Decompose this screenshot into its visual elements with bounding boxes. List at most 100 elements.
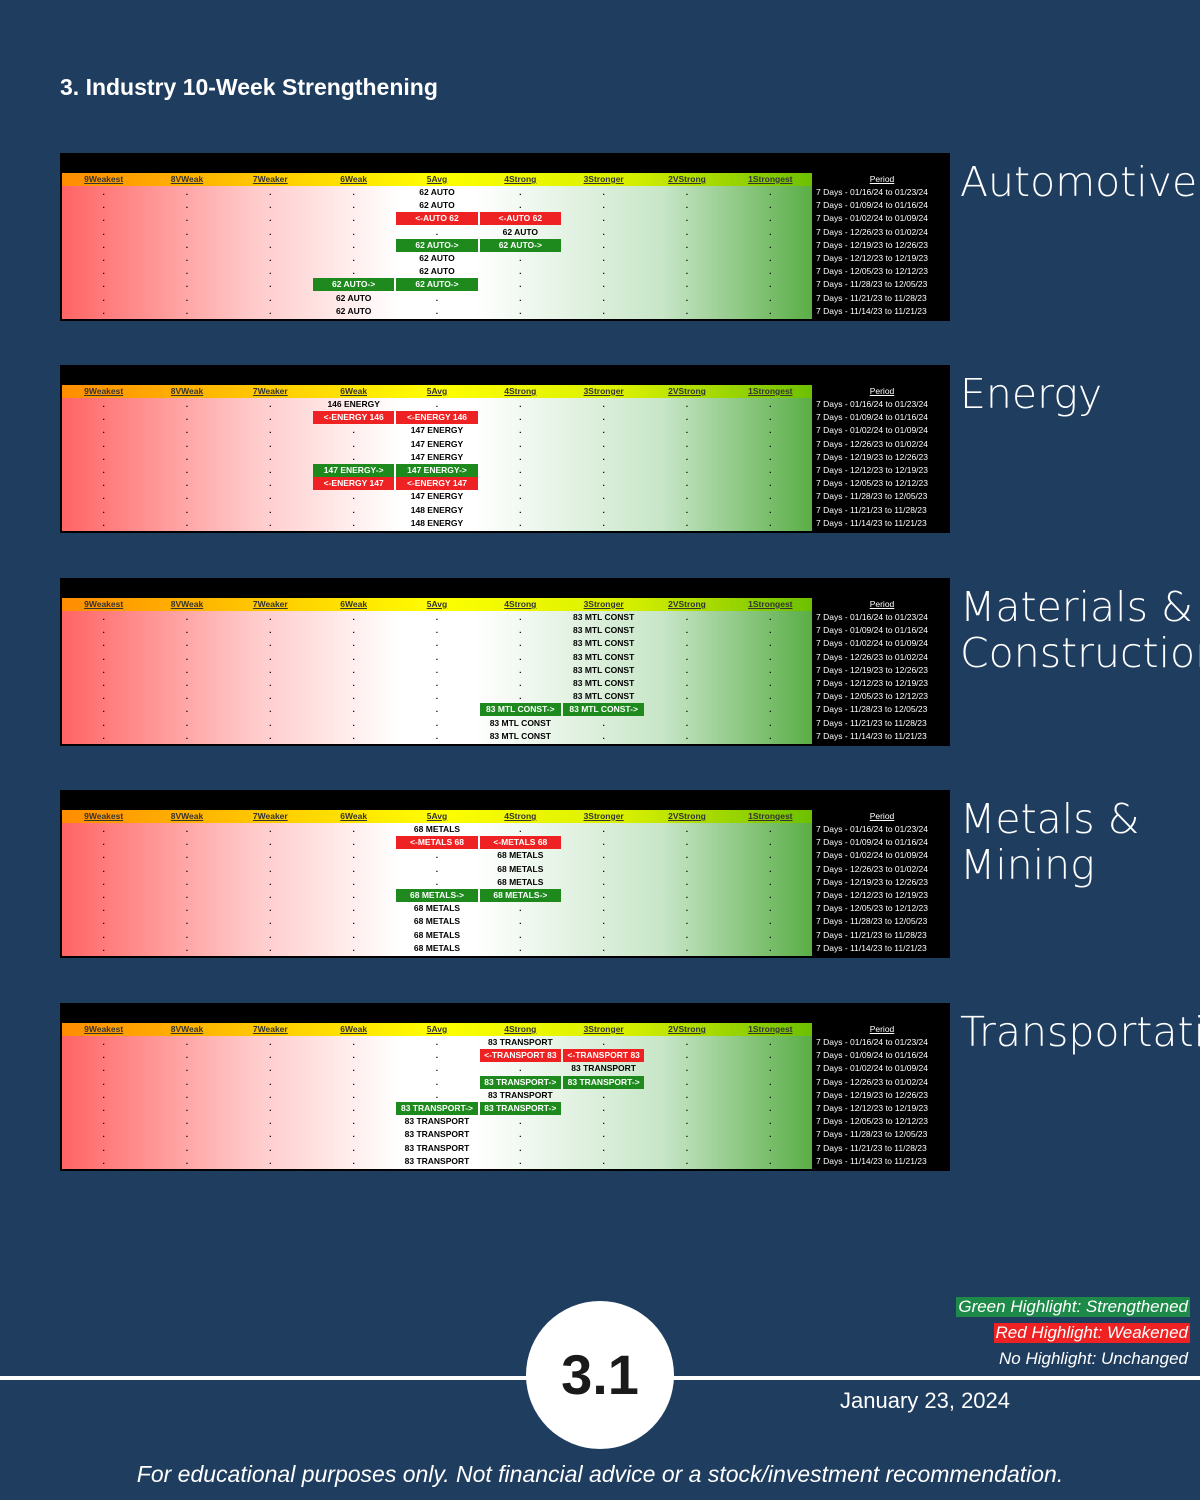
cell: . [102,305,105,316]
cell: . [685,638,689,649]
period: 7 Days - 12/12/23 to 12/19/23 [816,465,928,475]
cell: . [685,837,689,848]
table-grid: 9Weakest 8VWeak 7Weaker 6Weak 5Avg 4Strong 3St… [62,598,812,744]
cell: . [435,704,439,715]
cell: . [185,1142,189,1153]
highlight-cell: <-TRANSPORT 83 [563,1049,645,1063]
column-header: 3Stronger [583,174,624,184]
cell: . [769,916,772,927]
cell: . [685,425,689,436]
cell: . [269,903,272,914]
cell: . [769,717,772,728]
cell: . [769,504,772,515]
cell: . [769,200,772,211]
cell: . [519,425,522,436]
cell: 62 AUTO [419,200,455,211]
cell: . [602,491,605,502]
cell: . [602,279,605,290]
column-header: 2VStrong [668,174,706,184]
column-header: 1Strongest [748,386,793,396]
cell: . [602,890,605,900]
cell: 147 ENERGY [410,438,464,449]
cell: . [519,187,522,197]
column-header: 8VWeak [170,174,204,184]
cell: . [685,1129,689,1140]
cell: . [102,478,105,489]
cell: 62 AUTO [335,305,372,316]
cell: . [602,399,605,409]
cell: . [185,253,189,263]
cell: . [519,451,522,462]
cell: . [685,213,689,224]
cell: . [769,1076,772,1087]
cell: . [185,279,189,290]
column-header: 1Strongest [748,174,793,184]
cell: . [352,903,355,914]
period: 7 Days - 11/14/23 to 11/21/23 [816,730,927,741]
period: 7 Days - 12/26/23 to 01/02/24 [816,1076,928,1087]
column-header: 5Avg [426,1024,448,1034]
cell: 83 TRANSPORT [404,1129,470,1140]
highlight-cell: 83 TRANSPORT-> [563,1075,645,1089]
industry-table: 9Weakest 8VWeak 7Weaker 6Weak 5Avg 4Strong 3St… [60,790,950,958]
cell: 83 MTL CONST [573,678,635,688]
cell: . [269,517,272,528]
column-header: 8VWeak [170,599,204,609]
cell: . [685,1050,689,1061]
cell: . [185,491,189,502]
cell: . [352,824,355,834]
industry-name: Automotive [960,158,1198,206]
cell: 147 ENERGY [410,425,464,436]
cell: . [185,213,189,224]
cell: . [269,876,272,887]
cell: . [185,187,189,197]
cell: . [519,691,522,702]
cell: . [602,465,605,475]
period: 7 Days - 12/26/23 to 01/02/24 [816,438,928,449]
cell: 83 TRANSPORT [404,1155,470,1166]
column-header: 3Stronger [583,386,624,396]
cell: . [769,399,772,409]
cell: . [685,664,689,675]
cell: . [352,704,355,715]
cell: . [519,651,522,662]
cell: . [769,1103,772,1113]
cell: 83 TRANSPORT [487,1089,553,1100]
period: 7 Days - 12/05/23 to 12/12/23 [816,691,928,702]
cell: . [769,226,772,237]
period: 7 Days - 12/19/23 to 12/26/23 [816,664,928,675]
cell: . [102,612,105,622]
cell: . [352,863,355,874]
cell: . [102,1089,105,1100]
cell: 68 METALS [413,942,461,953]
cell: . [185,305,189,316]
cell: . [185,1103,189,1113]
cell: . [435,399,439,409]
cell: . [185,292,189,303]
period: 7 Days - 11/28/23 to 12/05/23 [816,279,928,290]
cell: . [519,1142,522,1153]
cell: . [269,1037,272,1047]
cell: . [269,824,272,834]
cell: 68 METALS [413,824,461,834]
cell: . [185,1116,189,1127]
cell: . [685,942,689,953]
cell: . [769,1037,772,1047]
header-row: 9Weakest 8VWeak 7Weaker 6Weak 5Avg 4Strong 3St… [62,598,812,611]
cell: . [269,187,272,197]
cell: . [519,1116,522,1127]
industry-name: Transportation [960,1008,1200,1056]
cell: . [185,876,189,887]
cell: . [102,253,105,263]
period-header: Period [869,811,895,821]
cell: . [352,213,355,224]
cell: . [269,850,272,861]
cell: . [519,399,522,409]
cell: . [769,863,772,874]
period: 7 Days - 01/02/24 to 01/09/24 [816,850,928,861]
table-grid: 9Weakest 8VWeak 7Weaker 6Weak 5Avg 4Strong 3St… [62,173,812,319]
highlight-cell: 147 ENERGY-> [396,464,478,477]
header-row: 9Weakest 8VWeak 7Weaker 6Weak 5Avg 4Strong 3St… [62,385,812,398]
cell: . [769,1155,772,1166]
cell: . [102,664,105,675]
